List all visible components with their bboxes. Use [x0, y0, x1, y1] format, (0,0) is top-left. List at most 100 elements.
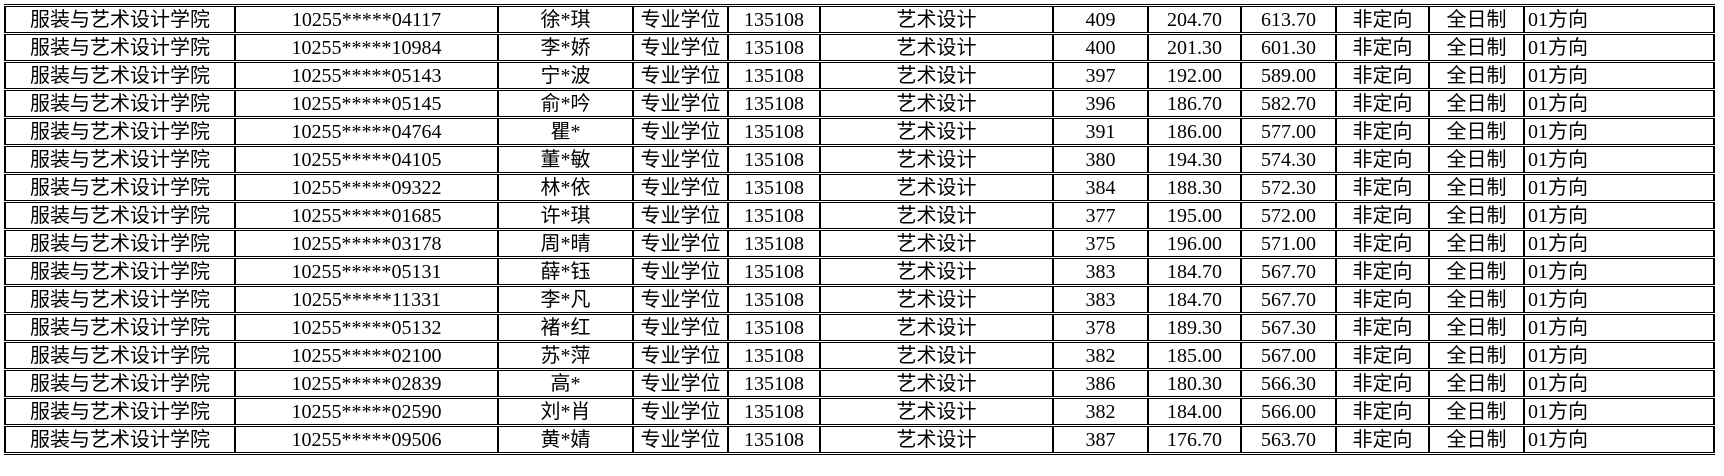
cell-major-code: 135108	[727, 312, 821, 343]
cell-study-mode: 全日制	[1428, 116, 1525, 147]
cell-study-mode: 全日制	[1428, 172, 1525, 203]
cell-study-mode: 全日制	[1428, 340, 1525, 371]
table-row: 服装与艺术设计学院 10255*****04764 瞿* 专业学位 135108 艺术设计…	[4, 116, 1715, 147]
cell-initial-score: 375	[1052, 228, 1149, 259]
cell-candidate-name: 宁*波	[497, 60, 634, 91]
cell-major-code: 135108	[727, 32, 821, 63]
cell-study-mode: 全日制	[1428, 256, 1525, 287]
cell-total-score: 572.00	[1240, 200, 1337, 231]
cell-degree-type: 专业学位	[632, 424, 729, 455]
cell-initial-score: 396	[1052, 88, 1149, 119]
cell-initial-score: 391	[1052, 116, 1149, 147]
cell-degree-type: 专业学位	[632, 4, 729, 35]
cell-study-mode: 全日制	[1428, 60, 1525, 91]
cell-degree-type: 专业学位	[632, 368, 729, 399]
cell-retest-score: 184.70	[1147, 256, 1242, 287]
cell-enrollment-orientation: 非定向	[1335, 60, 1430, 91]
cell-candidate-id: 10255*****09322	[234, 172, 499, 203]
cell-candidate-id: 10255*****02839	[234, 368, 499, 399]
cell-major-name: 艺术设计	[819, 172, 1054, 203]
cell-study-mode: 全日制	[1428, 396, 1525, 427]
cell-major-name: 艺术设计	[819, 368, 1054, 399]
cell-major-code: 135108	[727, 200, 821, 231]
cell-total-score: 572.30	[1240, 172, 1337, 203]
cell-enrollment-orientation: 非定向	[1335, 4, 1430, 35]
cell-candidate-id: 10255*****05143	[234, 60, 499, 91]
cell-research-direction: 01方向	[1523, 256, 1715, 287]
cell-study-mode: 全日制	[1428, 32, 1525, 63]
cell-degree-type: 专业学位	[632, 144, 729, 175]
cell-college: 服装与艺术设计学院	[4, 172, 236, 203]
cell-initial-score: 382	[1052, 396, 1149, 427]
cell-candidate-name: 董*敏	[497, 144, 634, 175]
cell-major-name: 艺术设计	[819, 284, 1054, 315]
cell-research-direction: 01方向	[1523, 312, 1715, 343]
cell-college: 服装与艺术设计学院	[4, 88, 236, 119]
table-row: 服装与艺术设计学院 10255*****11331 李*凡 专业学位 135108 艺术设…	[4, 284, 1715, 315]
cell-retest-score: 192.00	[1147, 60, 1242, 91]
cell-major-name: 艺术设计	[819, 396, 1054, 427]
cell-total-score: 567.30	[1240, 312, 1337, 343]
cell-total-score: 567.70	[1240, 284, 1337, 315]
cell-initial-score: 378	[1052, 312, 1149, 343]
cell-research-direction: 01方向	[1523, 424, 1715, 455]
cell-candidate-id: 10255*****02590	[234, 396, 499, 427]
cell-study-mode: 全日制	[1428, 284, 1525, 315]
cell-candidate-id: 10255*****01685	[234, 200, 499, 231]
cell-total-score: 582.70	[1240, 88, 1337, 119]
cell-major-name: 艺术设计	[819, 4, 1054, 35]
cell-research-direction: 01方向	[1523, 396, 1715, 427]
cell-major-code: 135108	[727, 256, 821, 287]
cell-retest-score: 189.30	[1147, 312, 1242, 343]
table-row: 服装与艺术设计学院 10255*****02590 刘*肖 专业学位 135108 艺术设…	[4, 396, 1715, 427]
table-row: 服装与艺术设计学院 10255*****03178 周*晴 专业学位 135108 艺术设…	[4, 228, 1715, 259]
cell-total-score: 613.70	[1240, 4, 1337, 35]
cell-candidate-id: 10255*****11331	[234, 284, 499, 315]
cell-enrollment-orientation: 非定向	[1335, 340, 1430, 371]
cell-college: 服装与艺术设计学院	[4, 60, 236, 91]
table-row: 服装与艺术设计学院 10255*****05132 褚*红 专业学位 135108 艺术设…	[4, 312, 1715, 343]
cell-college: 服装与艺术设计学院	[4, 144, 236, 175]
cell-initial-score: 380	[1052, 144, 1149, 175]
cell-college: 服装与艺术设计学院	[4, 228, 236, 259]
cell-research-direction: 01方向	[1523, 172, 1715, 203]
cell-enrollment-orientation: 非定向	[1335, 312, 1430, 343]
cell-total-score: 567.70	[1240, 256, 1337, 287]
table-row: 服装与艺术设计学院 10255*****09322 林*依 专业学位 135108 艺术设…	[4, 172, 1715, 203]
table-row: 服装与艺术设计学院 10255*****02100 苏*萍 专业学位 135108 艺术设…	[4, 340, 1715, 371]
cell-enrollment-orientation: 非定向	[1335, 256, 1430, 287]
cell-total-score: 589.00	[1240, 60, 1337, 91]
cell-initial-score: 387	[1052, 424, 1149, 455]
cell-degree-type: 专业学位	[632, 200, 729, 231]
cell-major-code: 135108	[727, 116, 821, 147]
cell-enrollment-orientation: 非定向	[1335, 368, 1430, 399]
cell-major-code: 135108	[727, 60, 821, 91]
cell-candidate-name: 高*	[497, 368, 634, 399]
cell-candidate-id: 10255*****04117	[234, 4, 499, 35]
cell-candidate-name: 褚*红	[497, 312, 634, 343]
cell-retest-score: 184.70	[1147, 284, 1242, 315]
cell-degree-type: 专业学位	[632, 116, 729, 147]
cell-degree-type: 专业学位	[632, 60, 729, 91]
cell-study-mode: 全日制	[1428, 312, 1525, 343]
cell-candidate-id: 10255*****09506	[234, 424, 499, 455]
cell-study-mode: 全日制	[1428, 4, 1525, 35]
cell-major-name: 艺术设计	[819, 60, 1054, 91]
cell-candidate-name: 黄*婧	[497, 424, 634, 455]
cell-study-mode: 全日制	[1428, 88, 1525, 119]
cell-candidate-id: 10255*****05131	[234, 256, 499, 287]
cell-major-name: 艺术设计	[819, 228, 1054, 259]
table-row: 服装与艺术设计学院 10255*****10984 李*娇 专业学位 135108 艺术设…	[4, 32, 1715, 63]
cell-candidate-name: 瞿*	[497, 116, 634, 147]
cell-major-code: 135108	[727, 88, 821, 119]
cell-retest-score: 196.00	[1147, 228, 1242, 259]
cell-retest-score: 204.70	[1147, 4, 1242, 35]
cell-college: 服装与艺术设计学院	[4, 396, 236, 427]
cell-study-mode: 全日制	[1428, 228, 1525, 259]
cell-retest-score: 195.00	[1147, 200, 1242, 231]
cell-major-name: 艺术设计	[819, 340, 1054, 371]
cell-research-direction: 01方向	[1523, 340, 1715, 371]
cell-major-name: 艺术设计	[819, 32, 1054, 63]
cell-total-score: 566.30	[1240, 368, 1337, 399]
